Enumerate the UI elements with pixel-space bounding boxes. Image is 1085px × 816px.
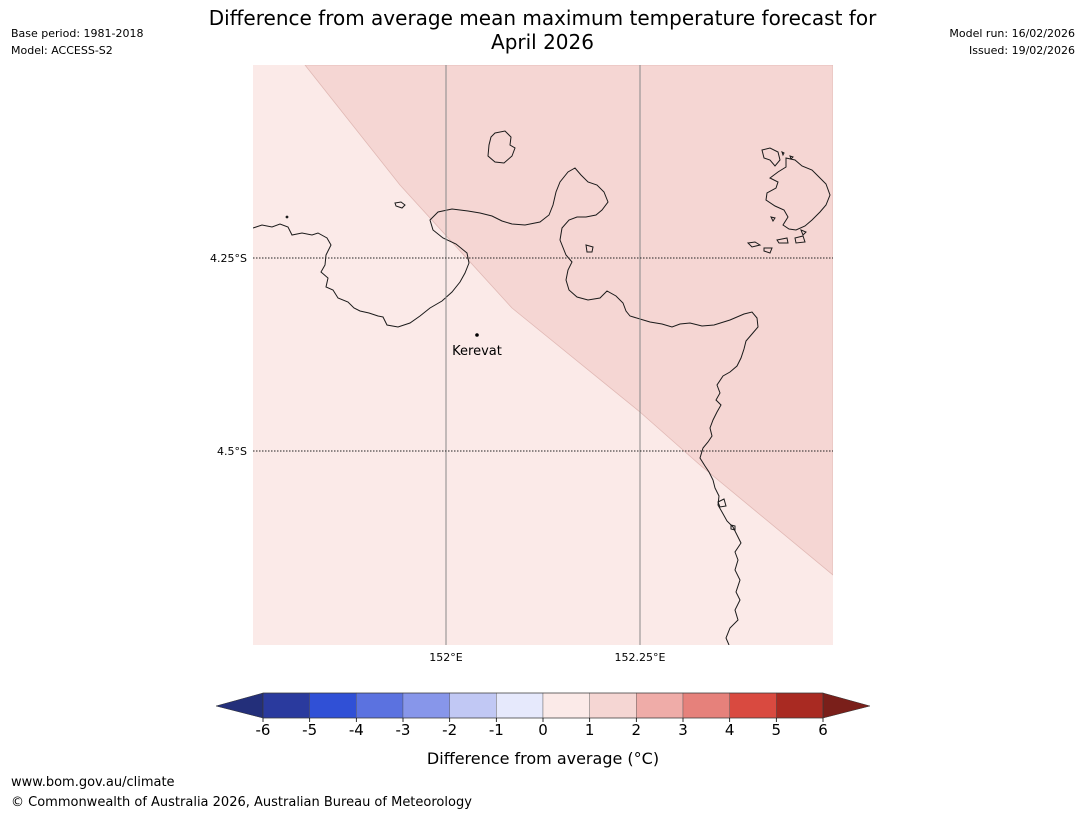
colorbar-tick-label: -4 (349, 721, 364, 739)
colorbar-tick-label: 5 (772, 721, 782, 739)
lon-label-152e: 152°E (429, 651, 462, 664)
islet-dot (285, 215, 289, 219)
map-area: Kerevat (253, 65, 833, 645)
colorbar-tick-label: -6 (256, 721, 271, 739)
model-info: Base period: 1981-2018 Model: ACCESS-S2 (11, 25, 143, 59)
coastline-east-islets (717, 498, 736, 531)
coastline-northeast-islands (746, 147, 831, 254)
colorbar-tick-label: -1 (489, 721, 504, 739)
colorbar-tick-label: 2 (632, 721, 642, 739)
map-title: Difference from average mean maximum tem… (180, 6, 905, 54)
coastline-small-island (487, 130, 516, 164)
footer-copyright: © Commonwealth of Australia 2026, Austra… (11, 795, 472, 810)
colorbar-tick-label: -2 (442, 721, 457, 739)
colorbar-segment (402, 692, 450, 719)
colorbar-segment (496, 692, 544, 719)
title-line-1: Difference from average mean maximum tem… (208, 6, 877, 30)
colorbar-segment (262, 692, 310, 719)
colorbar-over-arrow (822, 692, 871, 719)
colorbar-segment (356, 692, 404, 719)
colorbar-segment (542, 692, 590, 719)
lon-label-152-25e: 152.25°E (615, 651, 666, 664)
colorbar-segment (309, 692, 357, 719)
colorbar-segment (449, 692, 497, 719)
kerevat-marker (475, 333, 479, 337)
coastline-west-peninsula (253, 167, 759, 645)
colorbar-tick-label: -3 (396, 721, 411, 739)
coastline-inner-inlet (585, 244, 594, 253)
colorbar-segment (636, 692, 684, 719)
footer-url: www.bom.gov.au/climate (11, 775, 175, 790)
run-info: Model run: 16/02/2026 Issued: 19/02/2026 (949, 25, 1075, 59)
colorbar-segment (682, 692, 730, 719)
issued-text: Issued: 19/02/2026 (968, 44, 1075, 57)
zone-1-to-2 (304, 65, 833, 576)
colorbar-segment (589, 692, 637, 719)
kerevat-label: Kerevat (452, 344, 502, 359)
colorbar-tick-label: 0 (538, 721, 548, 739)
lat-label-4-25s: 4.25°S (210, 252, 247, 265)
colorbar-tick-label: 4 (725, 721, 735, 739)
coastline (253, 130, 831, 645)
title-line-2: April 2026 (491, 30, 594, 54)
model-run-text: Model run: 16/02/2026 (949, 27, 1075, 40)
colorbar-tick-label: 1 (585, 721, 595, 739)
lat-label-4-5s: 4.5°S (217, 445, 247, 458)
coastline-west-islet (394, 201, 406, 209)
colorbar-tick-label: 3 (678, 721, 688, 739)
colorbar-segment (776, 692, 824, 719)
colorbar-label: Difference from average (°C) (427, 749, 659, 768)
model-text: Model: ACCESS-S2 (11, 44, 113, 57)
colorbar-tick-label: 6 (818, 721, 828, 739)
colorbar-under-arrow (215, 692, 264, 719)
colorbar-tick-label: -5 (302, 721, 317, 739)
colorbar-segment (729, 692, 777, 719)
base-period-text: Base period: 1981-2018 (11, 27, 144, 40)
colorbar: -6 -5 -4 -3 -2 -1 0 1 2 3 4 5 6 Difference from aver… (215, 692, 871, 768)
